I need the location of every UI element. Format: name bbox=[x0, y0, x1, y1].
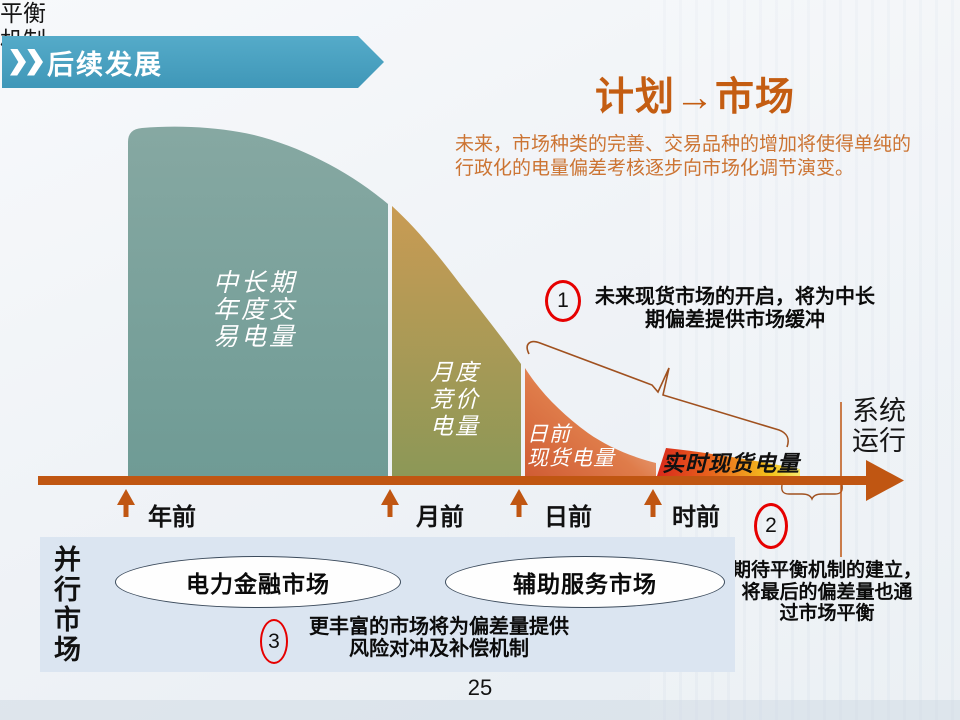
area-label-day-ahead-spot: 日前 现货电量 bbox=[527, 422, 637, 470]
area-label-line: 中长期 bbox=[213, 268, 298, 297]
area-label-line: 日前 bbox=[527, 422, 571, 446]
background-bottom-band bbox=[0, 700, 960, 720]
area-label-mid-long-term: 中长期 年度交 易电量 bbox=[213, 269, 333, 350]
axis-arrowhead-icon bbox=[866, 460, 904, 501]
area-label-line: 电量 bbox=[430, 414, 480, 440]
oval-financial-market: 电力金融市场 bbox=[115, 556, 401, 608]
area-day-ahead-spot bbox=[525, 368, 656, 476]
annotation-number: 1 bbox=[557, 289, 569, 312]
banner-label: 后续发展 bbox=[47, 49, 163, 80]
annotation-circle-3: 3 bbox=[260, 619, 288, 664]
parallel-markets-box: 并行市场 电力金融市场 辅助服务市场 bbox=[40, 537, 735, 672]
area-real-time-spot bbox=[657, 448, 800, 476]
page-number: 25 bbox=[467, 675, 493, 700]
brace-annotation-2 bbox=[781, 484, 843, 501]
area-mid-long-term bbox=[128, 126, 388, 477]
annotation-line: 过市场平衡 bbox=[779, 603, 875, 624]
annotation-line: 更丰富的市场将为偏差量提供 bbox=[309, 616, 569, 638]
annotation-circle-2: 2 bbox=[754, 503, 788, 549]
subtitle-line: 未来，市场种类的完善、交易品种的增加将使得单纯的 bbox=[455, 134, 912, 155]
balance-line: 平衡 bbox=[0, 0, 46, 26]
area-label-monthly-bidding: 月度 竞价 电量 bbox=[420, 360, 490, 441]
tick-label-year-ahead: 年前 bbox=[148, 504, 196, 531]
section-banner: 后续发展 bbox=[2, 36, 384, 88]
area-label-real-time-spot: 实时现货电量 bbox=[662, 451, 801, 477]
chevron-right-icon bbox=[10, 48, 43, 76]
annotation-number: 3 bbox=[268, 629, 280, 653]
area-label-line: 易电量 bbox=[213, 322, 298, 351]
brace-annotation-1 bbox=[526, 340, 789, 448]
area-label-line: 年度交 bbox=[213, 295, 298, 324]
subtitle-line: 行政化的电量偏差考核逐步向市场化调节演变。 bbox=[455, 158, 855, 179]
annotation-3-text: 更丰富的市场将为偏差量提供 风险对冲及补偿机制 bbox=[297, 616, 581, 660]
system-operation-label: 系统 运行 bbox=[852, 396, 906, 456]
oval-ancillary-market: 辅助服务市场 bbox=[445, 556, 725, 608]
annotation-line: 将最后的偏差量也通 bbox=[741, 581, 913, 603]
timeline-axis bbox=[38, 476, 866, 485]
tick-label-hour-ahead: 时前 bbox=[672, 504, 720, 531]
oval-label: 辅助服务市场 bbox=[513, 571, 657, 597]
annotation-line: 期偏差提供市场缓冲 bbox=[645, 309, 825, 331]
annotation-2-text: 期待平衡机制的建立， 将最后的偏差量也通 过市场平衡 bbox=[727, 560, 927, 625]
parallel-markets-side-label: 并行市场 bbox=[54, 545, 81, 665]
tick-up-arrow-icons bbox=[117, 489, 662, 517]
area-label-line: 竞价 bbox=[430, 387, 480, 413]
area-label-line: 月度 bbox=[430, 360, 480, 386]
oval-label: 电力金融市场 bbox=[186, 571, 330, 597]
subtitle: 未来，市场种类的完善、交易品种的增加将使得单纯的 行政化的电量偏差考核逐步向市场… bbox=[455, 133, 925, 181]
annotation-1-text: 未来现货市场的开启，将为中长 期偏差提供市场缓冲 bbox=[590, 286, 880, 332]
annotation-line: 未来现货市场的开启，将为中长 bbox=[595, 286, 875, 308]
annotation-circle-1: 1 bbox=[545, 280, 581, 322]
area-monthly-bidding bbox=[392, 206, 521, 476]
annotation-line: 风险对冲及补偿机制 bbox=[349, 638, 529, 660]
tick-label-month-ahead: 月前 bbox=[416, 504, 464, 531]
annotation-line: 期待平衡机制的建立， bbox=[731, 560, 922, 581]
tick-label-day-ahead: 日前 bbox=[544, 504, 592, 531]
system-operation-line: 运行 bbox=[852, 426, 906, 456]
annotation-number: 2 bbox=[765, 514, 777, 537]
area-label-line: 现货电量 bbox=[527, 446, 615, 470]
page-title: 计划→市场 bbox=[594, 76, 795, 119]
system-operation-line: 系统 bbox=[852, 396, 906, 426]
